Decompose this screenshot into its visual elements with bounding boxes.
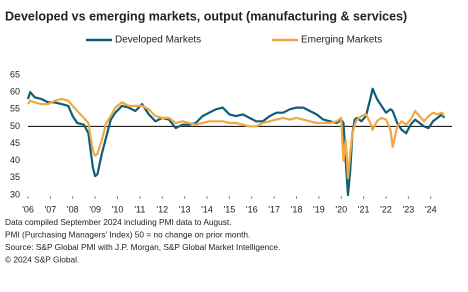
x-tick-label: '14 — [201, 204, 213, 214]
x-tick-label: '13 — [179, 204, 191, 214]
x-tick-label: '15 — [224, 204, 236, 214]
footnote: Data compiled September 2024 including P… — [5, 217, 231, 227]
x-tick-label: '11 — [134, 204, 145, 214]
x-tick-label: '10 — [112, 204, 124, 214]
y-tick-label: 50 — [10, 121, 20, 131]
x-tick-label: '22 — [380, 204, 392, 214]
x-tick-label: '24 — [425, 204, 437, 214]
y-tick-label: 65 — [10, 69, 20, 79]
x-tick-label: '07 — [45, 204, 57, 214]
x-tick-label: '17 — [268, 204, 280, 214]
x-tick-label: '19 — [313, 204, 325, 214]
legend-label: Emerging Markets — [301, 35, 382, 46]
y-tick-label: 35 — [10, 172, 20, 182]
y-tick-label: 40 — [10, 155, 20, 165]
x-tick-label: '21 — [358, 204, 370, 214]
x-tick-label: '18 — [291, 204, 303, 214]
x-tick-label: '06 — [22, 204, 34, 214]
x-tick-label: '16 — [246, 204, 258, 214]
x-tick-label: '20 — [335, 204, 347, 214]
footnote: PMI (Purchasing Managers' Index) 50 = no… — [5, 230, 250, 240]
x-tick-label: '08 — [67, 204, 79, 214]
y-tick-label: 55 — [10, 104, 20, 114]
x-tick-label: '09 — [89, 204, 101, 214]
y-tick-label: 60 — [10, 87, 20, 97]
x-tick-label: '12 — [156, 204, 168, 214]
chart-title: Developed vs emerging markets, output (m… — [5, 9, 407, 23]
y-tick-label: 30 — [10, 189, 20, 199]
legend-label: Developed Markets — [115, 35, 201, 46]
series-line — [27, 97, 446, 179]
series-line — [26, 87, 446, 197]
footnote: Source: S&P Global PMI with J.P. Morgan,… — [5, 242, 280, 252]
x-tick-label: '23 — [403, 204, 415, 214]
footnote: © 2024 S&P Global. — [5, 255, 79, 265]
y-tick-label: 45 — [10, 138, 20, 148]
